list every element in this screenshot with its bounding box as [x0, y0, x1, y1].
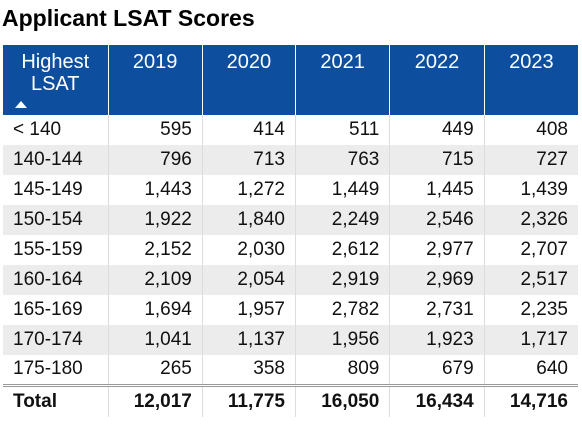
table-row: 175-180 265 358 809 679 640	[3, 355, 578, 385]
cell: 1,443	[107, 175, 203, 205]
cell: 715	[389, 145, 485, 175]
cell: 12,017	[107, 383, 203, 417]
cell: 11,775	[201, 383, 296, 417]
cell: 2,326	[483, 205, 578, 235]
table-row: 145-149 1,443 1,272 1,449 1,445 1,439	[3, 175, 578, 205]
table-row: < 140 595 414 511 449 408	[3, 115, 578, 145]
cell: 1,922	[107, 205, 203, 235]
title: Applicant LSAT Scores	[2, 5, 255, 31]
table-row: 170-174 1,041 1,137 1,956 1,923 1,717	[3, 325, 578, 355]
table-row: 165-169 1,694 1,957 2,782 2,731 2,235	[3, 295, 578, 325]
cell: 16,050	[294, 383, 390, 417]
row-label: 140-144	[3, 145, 108, 175]
row-label: < 140	[13, 119, 62, 140]
table-row: 160-164 2,109 2,054 2,919 2,969 2,517	[3, 265, 578, 295]
cell: 1,449	[294, 175, 390, 205]
cell: 511	[294, 115, 390, 145]
cell: 1,272	[201, 175, 296, 205]
cell: 1,041	[107, 325, 203, 355]
cell: 1,137	[201, 325, 296, 355]
cell: 449	[389, 115, 485, 145]
cell: 809	[294, 355, 390, 385]
column-header: 2020	[201, 45, 296, 115]
cell: 408	[483, 115, 578, 145]
total-row: Total 12,017 11,775 16,050 16,434 14,716	[3, 383, 578, 417]
header-row: Highest LSAT 2019 2020 2021 2022 2023	[3, 45, 578, 115]
row-label: Total	[3, 383, 108, 417]
cell: 763	[294, 145, 390, 175]
cell: 2,249	[294, 205, 390, 235]
cell: 2,969	[389, 265, 485, 295]
row-label: 155-159	[13, 239, 83, 260]
cell: 2,977	[389, 235, 485, 265]
table-row: 155-159 2,152 2,030 2,612 2,977 2,707	[3, 235, 578, 265]
table-row: 140-144 796 713 763 715 727	[3, 145, 578, 175]
row-label: 145-149	[13, 179, 83, 200]
cell: 2,612	[294, 235, 390, 265]
cell: 2,054	[201, 265, 296, 295]
cell: 679	[389, 355, 485, 385]
cell: 2,109	[107, 265, 203, 295]
cell: 2,546	[389, 205, 485, 235]
cell: 1,439	[483, 175, 578, 205]
table-body: < 140 595 414 511 449 408 140-144 796 713 763 715 7…	[3, 115, 578, 417]
column-header: 2021	[294, 45, 390, 115]
cell: 2,030	[201, 235, 296, 265]
cell: 1,694	[107, 295, 203, 325]
column-header: 2023	[483, 45, 578, 115]
column-header: 2022	[389, 45, 485, 115]
column-header[interactable]: Highest LSAT	[3, 45, 108, 115]
cell: 2,731	[389, 295, 485, 325]
cell: 727	[483, 145, 578, 175]
cell: 14,716	[483, 383, 578, 417]
table-row: 150-154 1,922 1,840 2,249 2,546 2,326	[3, 205, 578, 235]
cell: 1,923	[389, 325, 485, 355]
row-label: 150-154	[3, 205, 108, 235]
cell: 595	[107, 115, 203, 145]
cell: 796	[107, 145, 203, 175]
score-table: Highest LSAT 2019 2020 2021 2022 2023 < 140 59…	[3, 45, 578, 417]
row-label: 170-174	[3, 325, 108, 355]
row-label: 175-180	[13, 358, 83, 380]
cell: 358	[201, 355, 296, 385]
cell: 2,707	[483, 235, 578, 265]
cell: 1,840	[201, 205, 296, 235]
column-header: 2019	[107, 45, 203, 115]
cell: 2,517	[483, 265, 578, 295]
cell: 1,956	[294, 325, 390, 355]
cell: 2,919	[294, 265, 390, 295]
cell: 2,152	[107, 235, 203, 265]
cell: 640	[483, 355, 578, 385]
cell: 1,445	[389, 175, 485, 205]
cell: 1,957	[201, 295, 296, 325]
cell: 16,434	[389, 383, 485, 417]
cell: 265	[107, 355, 203, 385]
cell: 713	[201, 145, 296, 175]
cell: 2,235	[483, 295, 578, 325]
cell: 414	[201, 115, 296, 145]
table-head: Highest LSAT 2019 2020 2021 2022 2023	[3, 45, 578, 115]
row-label: 160-164	[3, 265, 108, 295]
row-label: 165-169	[13, 299, 83, 320]
cell: 2,782	[294, 295, 390, 325]
cell: 1,717	[483, 325, 578, 355]
